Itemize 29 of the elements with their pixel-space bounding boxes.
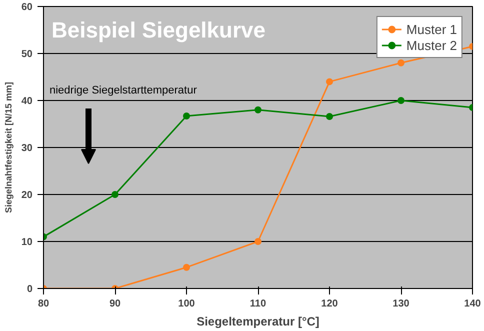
point: [398, 59, 404, 66]
x-tick-label: 110: [250, 298, 267, 310]
x-tick-label: 80: [38, 298, 50, 310]
point: [183, 264, 190, 271]
x-tick-label: 140: [464, 298, 482, 310]
x-tick-label: 120: [321, 298, 338, 310]
point: [254, 106, 262, 114]
y-tick-label: 20: [21, 190, 33, 201]
point: [183, 112, 190, 120]
x-tick-label: 90: [109, 298, 121, 310]
y-tick-label: 50: [21, 49, 33, 60]
y-tick-label: 0: [26, 284, 33, 295]
legend-label: Muster 1: [406, 21, 457, 37]
point: [326, 78, 333, 86]
y-tick-label: 30: [21, 143, 33, 154]
x-tick-label: 130: [392, 298, 410, 310]
point: [326, 112, 333, 120]
point: [112, 191, 118, 198]
y-tick-label: 60: [21, 2, 33, 13]
y-tick-label: 10: [21, 237, 33, 248]
point: [398, 97, 404, 104]
legend-label: Muster 2: [406, 37, 457, 53]
point: [254, 238, 262, 245]
y-axis-title: Siegelnahtfestigkeit [N/15 mm]: [3, 82, 14, 214]
x-axis-title: Siegeltemperatur [°C]: [196, 314, 320, 328]
x-tick-label: 100: [178, 298, 196, 310]
y-tick-label: 40: [21, 96, 33, 107]
text: Beispiel Siegelkurve: [52, 18, 266, 42]
annotation: niedrige Siegelstarttemperatur: [50, 84, 198, 96]
